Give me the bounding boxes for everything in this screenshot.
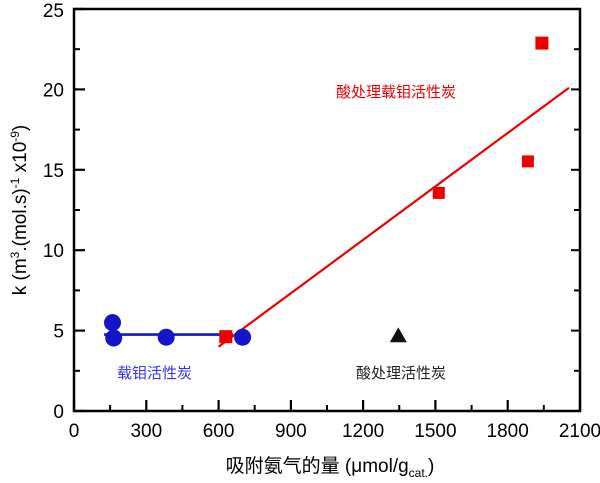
data-point-circle — [157, 328, 175, 346]
data-point-square — [521, 155, 534, 168]
y-axis-title-sup-3: 3 — [8, 251, 22, 258]
y-axis-major-ticks — [74, 7, 85, 413]
data-point-square — [535, 36, 549, 50]
x-tick-label-2100: 2100 — [559, 421, 600, 442]
y-tick-label-10: 10 — [43, 241, 64, 262]
svg-text:k (m3.(mol.s)-1 x10-9): k (m3.(mol.s)-1 x10-9) — [8, 125, 31, 296]
y-tick-label-15: 15 — [43, 161, 64, 182]
y-axis-title-sup-minus1: -1 — [8, 177, 22, 188]
y-tick-label-20: 20 — [43, 80, 64, 101]
x-tick-label-900: 900 — [275, 421, 307, 442]
y-axis-title-tail: ) — [10, 125, 31, 131]
y-axis-title-mid2: x10 — [10, 142, 31, 178]
black-series-label: 酸处理活性炭 — [356, 365, 446, 382]
x-axis-title: 吸附氨气的量 (μmol/gcat.) — [226, 455, 435, 480]
data-point-square — [432, 186, 445, 199]
data-point-circle — [104, 314, 121, 332]
y-axis-title: k (m3.(mol.s)-1 x10-9) — [8, 125, 31, 296]
data-point-circle — [234, 328, 252, 346]
data-point-square — [219, 330, 233, 344]
x-tick-label-300: 300 — [130, 421, 162, 442]
x-tick-label-1800: 1800 — [487, 421, 529, 442]
x-tick-label-600: 600 — [203, 421, 235, 442]
data-point-triangle — [389, 327, 407, 343]
x-axis-title-sub-cat: cat. — [409, 466, 428, 480]
x-tick-label-1500: 1500 — [414, 421, 456, 442]
blue-series-label: 载钼活性炭 — [117, 365, 192, 382]
y-axis-minor-ticks — [74, 48, 80, 372]
y-tick-label-5: 5 — [53, 322, 64, 343]
red-trendline — [217, 86, 570, 348]
x-axis-title-tail: ) — [428, 456, 434, 477]
red-square-markers — [219, 36, 549, 344]
y-axis-title-sup-minus9: -9 — [8, 131, 22, 142]
y-tick-label-25: 25 — [43, 1, 64, 22]
y-axis-right-ticks — [571, 48, 580, 372]
x-axis-major-ticks — [72, 400, 582, 411]
x-tick-label-1200: 1200 — [342, 421, 384, 442]
data-point-circle — [105, 329, 123, 347]
x-axis-minor-ticks — [109, 405, 545, 411]
x-axis-title-main: 吸附氨气的量 (μmol/g — [226, 455, 409, 477]
x-tick-label-0: 0 — [69, 421, 80, 442]
blue-circle-markers — [104, 314, 252, 347]
y-tick-label-0: 0 — [53, 402, 64, 423]
plot-frame — [72, 7, 582, 413]
red-series-label: 酸处理载钼活性炭 — [336, 84, 456, 101]
y-axis-title-mid: .(mol.s) — [10, 188, 31, 251]
y-axis-title-main: k (m — [10, 258, 31, 295]
